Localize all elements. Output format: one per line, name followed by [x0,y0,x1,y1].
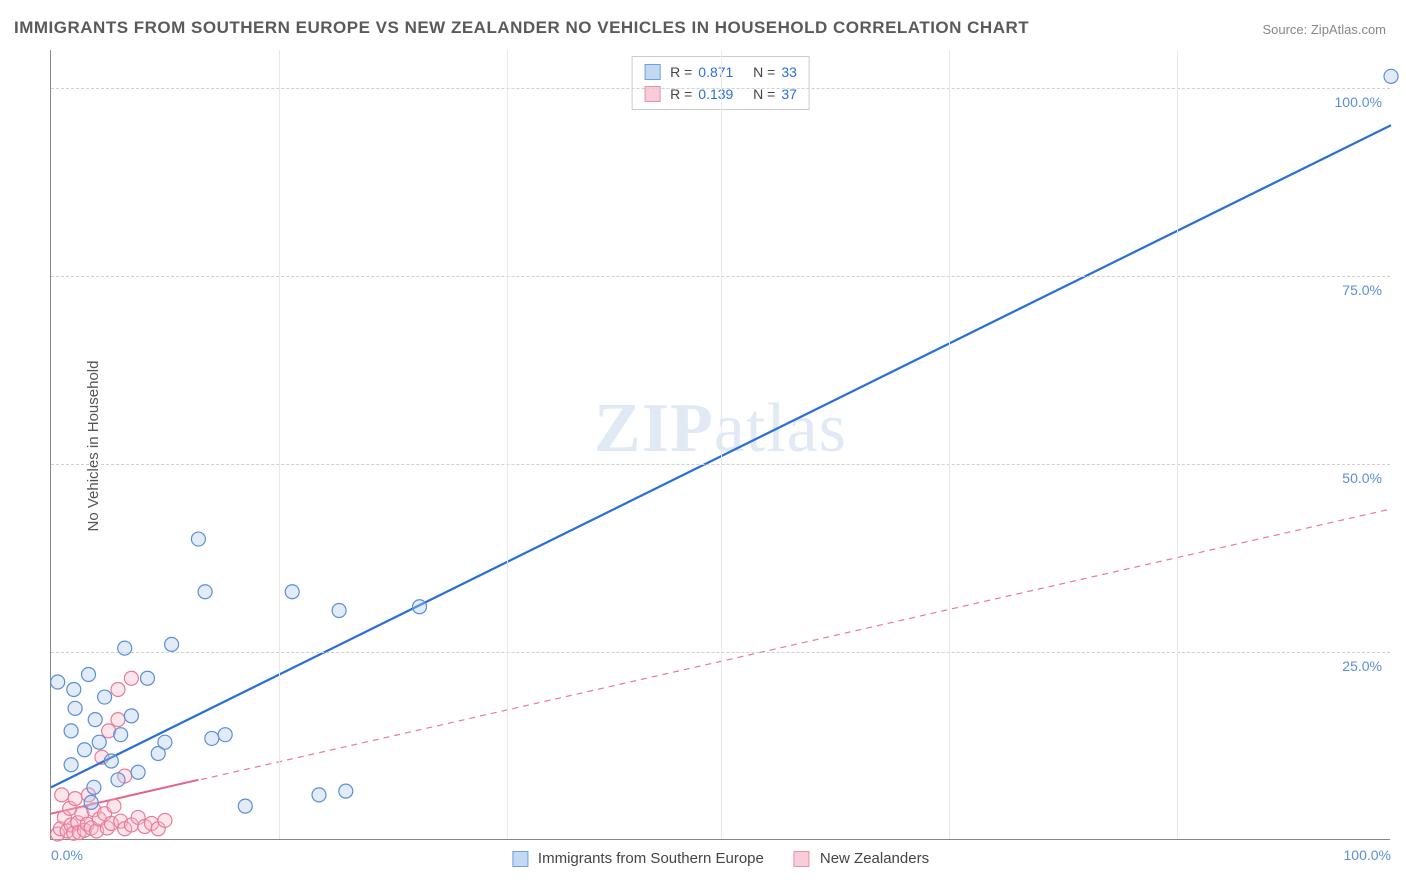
data-point [68,792,82,806]
legend-swatch-pink [794,851,810,867]
data-point [191,532,205,546]
x-tick-label: 100.0% [1344,847,1391,863]
data-point [140,671,154,685]
data-point [124,671,138,685]
data-point [111,683,125,697]
data-point [78,743,92,757]
data-point [118,641,132,655]
grid-line-v [949,50,950,839]
data-point [111,713,125,727]
data-point [104,754,118,768]
data-point [312,788,326,802]
data-point [285,585,299,599]
data-point [205,731,219,745]
grid-line-v [507,50,508,839]
data-point [131,765,145,779]
data-point [84,795,98,809]
data-point [111,773,125,787]
data-point [107,799,121,813]
legend-swatch-blue [512,851,528,867]
grid-line-v [279,50,280,839]
data-point [158,813,172,827]
data-point [198,585,212,599]
data-point [165,637,179,651]
y-tick-label: 100.0% [1335,94,1382,110]
data-point [92,735,106,749]
source-attribution: Source: ZipAtlas.com [1262,22,1386,37]
chart-title: IMMIGRANTS FROM SOUTHERN EUROPE VS NEW Z… [14,18,1029,38]
data-point [114,728,128,742]
plot-area: ZIPatlas R = 0.871 N = 33 R = 0.139 N = … [50,50,1390,840]
data-point [82,667,96,681]
data-point [88,713,102,727]
x-tick-label: 0.0% [51,847,83,863]
data-point [339,784,353,798]
legend-item-pink: New Zealanders [794,850,929,867]
data-point [218,728,232,742]
data-point [124,709,138,723]
data-point [332,604,346,618]
data-point [158,735,172,749]
y-tick-label: 50.0% [1342,470,1382,486]
legend-bottom: Immigrants from Southern Europe New Zeal… [512,850,929,867]
data-point [87,780,101,794]
y-tick-label: 75.0% [1342,282,1382,298]
data-point [64,758,78,772]
data-point [413,600,427,614]
data-point [51,675,65,689]
legend-label-blue: Immigrants from Southern Europe [538,850,764,867]
y-tick-label: 25.0% [1342,658,1382,674]
data-point [67,683,81,697]
data-point [1384,69,1398,83]
data-point [238,799,252,813]
grid-line-v [721,50,722,839]
data-point [98,690,112,704]
grid-line-v [1177,50,1178,839]
legend-label-pink: New Zealanders [820,850,929,867]
data-point [55,788,69,802]
data-point [64,724,78,738]
data-point [68,701,82,715]
legend-item-blue: Immigrants from Southern Europe [512,850,764,867]
